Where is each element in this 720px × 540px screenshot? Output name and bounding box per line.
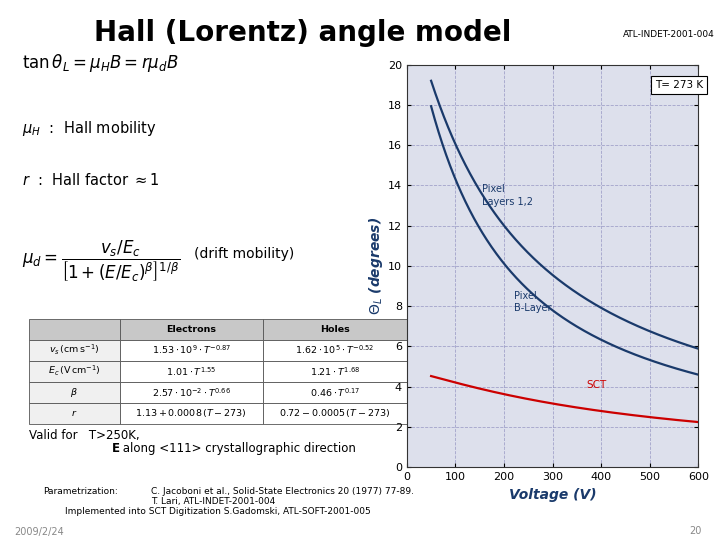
Text: Holes: Holes (320, 325, 350, 334)
Bar (264, 382, 407, 403)
Bar (120, 340, 264, 361)
Text: $1.13+0.0008\,(T-273)$: $1.13+0.0008\,(T-273)$ (135, 407, 247, 420)
Bar (29, 382, 120, 403)
Text: T= 273 K: T= 273 K (655, 80, 703, 90)
Text: Parametrization:: Parametrization: (43, 487, 118, 496)
Text: $0.72-0.0005\,(T-273)$: $0.72-0.0005\,(T-273)$ (279, 407, 390, 420)
Text: 20: 20 (690, 526, 702, 537)
X-axis label: Voltage (V): Voltage (V) (509, 488, 596, 502)
Bar (120, 382, 264, 403)
Text: T. Lari, ATL-INDET-2001-004: T. Lari, ATL-INDET-2001-004 (151, 497, 276, 506)
Bar (29, 403, 120, 424)
Text: C. Jacoboni et al., Solid-State Electronics 20 (1977) 77-89.: C. Jacoboni et al., Solid-State Electron… (151, 487, 414, 496)
Bar (264, 340, 407, 361)
Text: Electrons: Electrons (166, 325, 216, 334)
Text: $\mu_d = \dfrac{v_s/E_c}{\left[1+\left(E/E_c\right)^\beta\right]^{1/\beta}}$: $\mu_d = \dfrac{v_s/E_c}{\left[1+\left(E… (22, 239, 180, 284)
Text: Implemented into SCT Digitization S.Gadomski, ATL-SOFT-2001-005: Implemented into SCT Digitization S.Gado… (65, 507, 371, 516)
Bar (120, 319, 264, 340)
Text: ATL-INDET-2001-004: ATL-INDET-2001-004 (623, 30, 714, 39)
Text: $1.53\cdot10^9\cdot T^{-0.87}$: $1.53\cdot10^9\cdot T^{-0.87}$ (152, 344, 231, 356)
Text: 2009/2/24: 2009/2/24 (14, 526, 64, 537)
Bar (264, 403, 407, 424)
Bar (120, 403, 264, 424)
Text: $1.62\cdot10^5\cdot T^{-0.52}$: $1.62\cdot10^5\cdot T^{-0.52}$ (295, 344, 374, 356)
Text: $\beta$: $\beta$ (71, 386, 78, 399)
Bar (29, 361, 120, 382)
Text: Hall (Lorentz) angle model: Hall (Lorentz) angle model (94, 19, 511, 47)
Text: $v_s\,(\rm cm\,s^{-1})$: $v_s\,(\rm cm\,s^{-1})$ (49, 343, 99, 357)
Text: along <111> crystallographic direction: along <111> crystallographic direction (119, 442, 356, 455)
Text: $E_c\,(\rm V\,cm^{-1})$: $E_c\,(\rm V\,cm^{-1})$ (48, 364, 101, 379)
Text: Pixel
Layers 1,2: Pixel Layers 1,2 (482, 184, 533, 207)
Bar (264, 319, 407, 340)
Text: $1.01\cdot T^{1.55}$: $1.01\cdot T^{1.55}$ (166, 365, 217, 377)
Text: $0.46\cdot T^{0.17}$: $0.46\cdot T^{0.17}$ (310, 386, 360, 399)
Text: $\tan\theta_L = \mu_H B = r\mu_d B$: $\tan\theta_L = \mu_H B = r\mu_d B$ (22, 52, 179, 74)
Text: SCT: SCT (587, 380, 607, 390)
Text: $2.57\cdot10^{-2}\cdot T^{0.66}$: $2.57\cdot10^{-2}\cdot T^{0.66}$ (152, 386, 231, 399)
Text: Valid for   T>250K,: Valid for T>250K, (29, 429, 140, 442)
Text: E: E (112, 442, 120, 455)
Bar (120, 361, 264, 382)
Y-axis label: $\Theta_L$ (degrees): $\Theta_L$ (degrees) (367, 217, 385, 315)
Text: $r$  :  Hall factor $\approx 1$: $r$ : Hall factor $\approx 1$ (22, 172, 159, 187)
Bar (264, 361, 407, 382)
Text: $r$: $r$ (71, 408, 77, 418)
Bar (29, 340, 120, 361)
Bar (29, 319, 120, 340)
Text: $1.21\cdot T^{1.68}$: $1.21\cdot T^{1.68}$ (310, 365, 360, 377)
Text: $\mu_H$  :  Hall mobility: $\mu_H$ : Hall mobility (22, 119, 156, 138)
Text: Pixel
B-Layer: Pixel B-Layer (514, 291, 552, 313)
Text: (drift mobility): (drift mobility) (194, 247, 294, 261)
